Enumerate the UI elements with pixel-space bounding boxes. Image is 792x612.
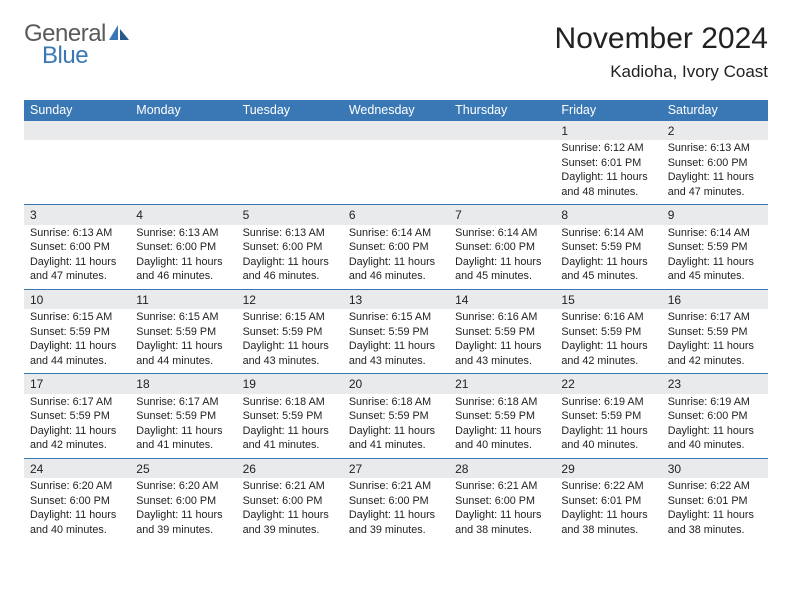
day-number-cell: 1: [555, 121, 661, 141]
day-number-cell: 3: [24, 205, 130, 225]
day-content-cell: Sunrise: 6:18 AMSunset: 5:59 PMDaylight:…: [449, 394, 555, 459]
day-content-cell: Sunrise: 6:22 AMSunset: 6:01 PMDaylight:…: [662, 478, 768, 542]
title-block: November 2024 Kadioha, Ivory Coast: [555, 22, 768, 82]
day-number-cell: 16: [662, 289, 768, 309]
day-content-cell: Sunrise: 6:16 AMSunset: 5:59 PMDaylight:…: [449, 309, 555, 374]
day-number-cell: [130, 121, 236, 141]
day-content-cell: Sunrise: 6:15 AMSunset: 5:59 PMDaylight:…: [343, 309, 449, 374]
day-number-cell: 12: [237, 289, 343, 309]
day-number-cell: 27: [343, 458, 449, 478]
day-number-cell: 9: [662, 205, 768, 225]
day-number-cell: 26: [237, 458, 343, 478]
day-content-cell: Sunrise: 6:17 AMSunset: 5:59 PMDaylight:…: [130, 394, 236, 459]
day-number-row: 10111213141516: [24, 289, 768, 309]
day-content-cell: Sunrise: 6:14 AMSunset: 5:59 PMDaylight:…: [555, 225, 661, 290]
day-content-cell: Sunrise: 6:17 AMSunset: 5:59 PMDaylight:…: [662, 309, 768, 374]
day-content-cell: Sunrise: 6:19 AMSunset: 5:59 PMDaylight:…: [555, 394, 661, 459]
day-number-row: 24252627282930: [24, 458, 768, 478]
day-content-cell: [24, 140, 130, 205]
day-content-cell: [130, 140, 236, 205]
day-number-cell: 11: [130, 289, 236, 309]
day-content-cell: Sunrise: 6:20 AMSunset: 6:00 PMDaylight:…: [24, 478, 130, 542]
day-content-cell: [343, 140, 449, 205]
day-content-cell: Sunrise: 6:13 AMSunset: 6:00 PMDaylight:…: [130, 225, 236, 290]
day-content-row: Sunrise: 6:15 AMSunset: 5:59 PMDaylight:…: [24, 309, 768, 374]
day-content-cell: Sunrise: 6:17 AMSunset: 5:59 PMDaylight:…: [24, 394, 130, 459]
day-number-cell: 28: [449, 458, 555, 478]
day-number-cell: 15: [555, 289, 661, 309]
day-content-cell: Sunrise: 6:13 AMSunset: 6:00 PMDaylight:…: [24, 225, 130, 290]
day-content-cell: Sunrise: 6:13 AMSunset: 6:00 PMDaylight:…: [662, 140, 768, 205]
day-header: Friday: [555, 100, 661, 121]
header: General Blue November 2024 Kadioha, Ivor…: [24, 22, 768, 82]
day-number-cell: 18: [130, 374, 236, 394]
day-number-row: 12: [24, 121, 768, 141]
day-number-cell: 22: [555, 374, 661, 394]
day-number-cell: 19: [237, 374, 343, 394]
day-number-cell: 4: [130, 205, 236, 225]
logo-sail-icon: [108, 23, 130, 45]
day-number-cell: 29: [555, 458, 661, 478]
logo-text-blue: Blue: [42, 44, 130, 68]
day-number-cell: 24: [24, 458, 130, 478]
day-content-row: Sunrise: 6:20 AMSunset: 6:00 PMDaylight:…: [24, 478, 768, 542]
day-number-cell: 13: [343, 289, 449, 309]
day-content-cell: Sunrise: 6:14 AMSunset: 6:00 PMDaylight:…: [343, 225, 449, 290]
day-number-cell: [24, 121, 130, 141]
day-number-cell: 6: [343, 205, 449, 225]
day-content-cell: Sunrise: 6:14 AMSunset: 5:59 PMDaylight:…: [662, 225, 768, 290]
day-number-row: 3456789: [24, 205, 768, 225]
day-content-cell: [237, 140, 343, 205]
day-content-cell: Sunrise: 6:13 AMSunset: 6:00 PMDaylight:…: [237, 225, 343, 290]
day-number-cell: [449, 121, 555, 141]
day-number-row: 17181920212223: [24, 374, 768, 394]
day-number-cell: [343, 121, 449, 141]
day-content-cell: Sunrise: 6:15 AMSunset: 5:59 PMDaylight:…: [24, 309, 130, 374]
day-header-row: SundayMondayTuesdayWednesdayThursdayFrid…: [24, 100, 768, 121]
day-content-cell: Sunrise: 6:21 AMSunset: 6:00 PMDaylight:…: [343, 478, 449, 542]
day-number-cell: 10: [24, 289, 130, 309]
day-content-cell: Sunrise: 6:15 AMSunset: 5:59 PMDaylight:…: [237, 309, 343, 374]
day-number-cell: 14: [449, 289, 555, 309]
day-number-cell: 5: [237, 205, 343, 225]
day-content-cell: [449, 140, 555, 205]
day-header: Monday: [130, 100, 236, 121]
calendar-table: SundayMondayTuesdayWednesdayThursdayFrid…: [24, 100, 768, 542]
day-number-cell: 25: [130, 458, 236, 478]
day-content-row: Sunrise: 6:12 AMSunset: 6:01 PMDaylight:…: [24, 140, 768, 205]
day-number-cell: 7: [449, 205, 555, 225]
day-header: Tuesday: [237, 100, 343, 121]
day-header: Wednesday: [343, 100, 449, 121]
day-content-cell: Sunrise: 6:14 AMSunset: 6:00 PMDaylight:…: [449, 225, 555, 290]
day-content-cell: Sunrise: 6:21 AMSunset: 6:00 PMDaylight:…: [237, 478, 343, 542]
day-number-cell: 17: [24, 374, 130, 394]
day-content-cell: Sunrise: 6:18 AMSunset: 5:59 PMDaylight:…: [237, 394, 343, 459]
day-number-cell: 30: [662, 458, 768, 478]
day-content-cell: Sunrise: 6:16 AMSunset: 5:59 PMDaylight:…: [555, 309, 661, 374]
day-header: Sunday: [24, 100, 130, 121]
day-content-cell: Sunrise: 6:19 AMSunset: 6:00 PMDaylight:…: [662, 394, 768, 459]
day-content-row: Sunrise: 6:13 AMSunset: 6:00 PMDaylight:…: [24, 225, 768, 290]
day-content-cell: Sunrise: 6:15 AMSunset: 5:59 PMDaylight:…: [130, 309, 236, 374]
day-content-row: Sunrise: 6:17 AMSunset: 5:59 PMDaylight:…: [24, 394, 768, 459]
day-number-cell: 20: [343, 374, 449, 394]
day-header: Thursday: [449, 100, 555, 121]
day-content-cell: Sunrise: 6:12 AMSunset: 6:01 PMDaylight:…: [555, 140, 661, 205]
location-label: Kadioha, Ivory Coast: [555, 62, 768, 82]
page-title: November 2024: [555, 22, 768, 56]
day-content-cell: Sunrise: 6:21 AMSunset: 6:00 PMDaylight:…: [449, 478, 555, 542]
day-header: Saturday: [662, 100, 768, 121]
day-number-cell: 23: [662, 374, 768, 394]
day-number-cell: 2: [662, 121, 768, 141]
day-number-cell: [237, 121, 343, 141]
day-content-cell: Sunrise: 6:18 AMSunset: 5:59 PMDaylight:…: [343, 394, 449, 459]
day-content-cell: Sunrise: 6:20 AMSunset: 6:00 PMDaylight:…: [130, 478, 236, 542]
day-number-cell: 21: [449, 374, 555, 394]
logo: General Blue: [24, 22, 130, 68]
day-content-cell: Sunrise: 6:22 AMSunset: 6:01 PMDaylight:…: [555, 478, 661, 542]
day-number-cell: 8: [555, 205, 661, 225]
